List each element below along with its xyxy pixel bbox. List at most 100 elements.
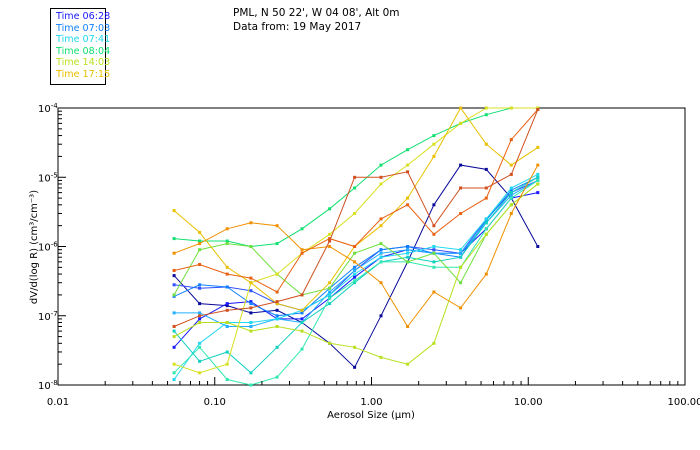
y-tick-label: 10-6 xyxy=(38,241,58,254)
data-point xyxy=(353,186,357,190)
data-point xyxy=(432,260,436,264)
data-point xyxy=(275,300,279,304)
data-point xyxy=(225,350,229,354)
y-tick-label: 10-8 xyxy=(38,379,58,392)
data-point xyxy=(536,172,540,176)
x-axis: 0.01 0.10 1.00 10.00 100.00 xyxy=(47,377,700,408)
data-point xyxy=(328,237,332,241)
data-point xyxy=(198,263,202,266)
y-axis-label: dV/d(log R) (cm³/cm⁻³) xyxy=(29,190,40,304)
data-point xyxy=(379,175,383,179)
data-point xyxy=(484,142,488,146)
data-point xyxy=(379,242,383,246)
data-point xyxy=(275,272,279,276)
data-point xyxy=(459,251,463,255)
data-point xyxy=(249,325,253,328)
data-point xyxy=(459,306,463,310)
data-point xyxy=(198,311,202,315)
station-title: PML, N 50 22', W 04 08', Alt 0m xyxy=(233,7,400,19)
data-point xyxy=(353,345,357,349)
data-point xyxy=(484,272,488,276)
data-point xyxy=(432,134,436,138)
data-point xyxy=(172,311,176,315)
data-point xyxy=(172,251,176,255)
data-point xyxy=(249,276,253,280)
data-point xyxy=(172,329,176,333)
data-point xyxy=(198,321,202,324)
data-point xyxy=(459,106,463,110)
data-point xyxy=(432,142,436,146)
data-point xyxy=(484,106,488,110)
data-point xyxy=(536,175,540,179)
series-layer xyxy=(172,106,540,387)
data-point xyxy=(484,227,488,231)
data-point xyxy=(406,362,410,366)
data-point xyxy=(225,242,229,246)
data-point xyxy=(275,375,279,379)
data-point xyxy=(198,239,202,243)
data-point xyxy=(459,212,463,215)
data-point xyxy=(249,329,253,333)
data-point xyxy=(172,378,176,381)
data-point xyxy=(509,191,513,195)
data-point xyxy=(379,281,383,285)
data-point xyxy=(249,289,253,293)
data-point xyxy=(198,345,202,349)
x-tick-label: 10.00 xyxy=(514,397,543,408)
y-axis: 10-8 10-7 10-6 10-5 10-4 xyxy=(38,102,66,392)
data-point xyxy=(275,317,279,321)
data-point xyxy=(328,293,332,297)
data-point xyxy=(275,290,279,294)
data-point xyxy=(379,224,383,228)
data-point xyxy=(275,302,279,306)
data-point xyxy=(459,163,463,167)
data-point xyxy=(432,341,436,345)
data-point xyxy=(406,203,410,207)
data-point xyxy=(275,308,279,312)
data-point xyxy=(353,212,357,215)
data-point xyxy=(484,186,488,190)
data-point xyxy=(300,251,304,255)
data-point xyxy=(300,347,304,351)
data-point xyxy=(328,239,332,243)
data-point xyxy=(328,207,332,211)
data-point xyxy=(249,306,253,310)
y-tick-label: 10-4 xyxy=(38,102,58,115)
data-point xyxy=(536,163,540,167)
data-point xyxy=(536,182,540,186)
data-point xyxy=(275,325,279,328)
data-point xyxy=(536,191,540,195)
data-point xyxy=(379,260,383,264)
data-point xyxy=(172,237,176,241)
data-point xyxy=(300,329,304,333)
data-point xyxy=(432,154,436,158)
data-point xyxy=(300,311,304,315)
legend: Time 06:28 Time 07:03 Time 07:41 Time 08:04… xyxy=(50,8,111,85)
y-tick-label: 10-7 xyxy=(38,310,58,323)
x-tick-label: 0.01 xyxy=(47,397,69,408)
data-point xyxy=(225,321,229,324)
data-point xyxy=(353,175,357,179)
data-point xyxy=(509,138,513,142)
data-point xyxy=(300,248,304,252)
data-point xyxy=(249,302,253,306)
data-point xyxy=(172,274,176,278)
data-point xyxy=(379,182,383,186)
data-point xyxy=(198,314,202,318)
data-point xyxy=(353,365,357,369)
data-point xyxy=(406,148,410,152)
data-point xyxy=(536,245,540,248)
series-line-16 xyxy=(173,109,539,327)
data-point xyxy=(249,281,253,285)
data-point xyxy=(484,167,488,171)
data-point xyxy=(225,302,229,306)
data-point xyxy=(484,232,488,236)
series-line-15 xyxy=(173,109,539,293)
legend-entry: Time 08:04 xyxy=(56,45,111,57)
data-point xyxy=(172,325,176,328)
data-point xyxy=(484,217,488,221)
data-point xyxy=(484,221,488,225)
data-point xyxy=(225,362,229,366)
data-point xyxy=(459,121,463,125)
x-tick-label: 0.10 xyxy=(204,397,226,408)
